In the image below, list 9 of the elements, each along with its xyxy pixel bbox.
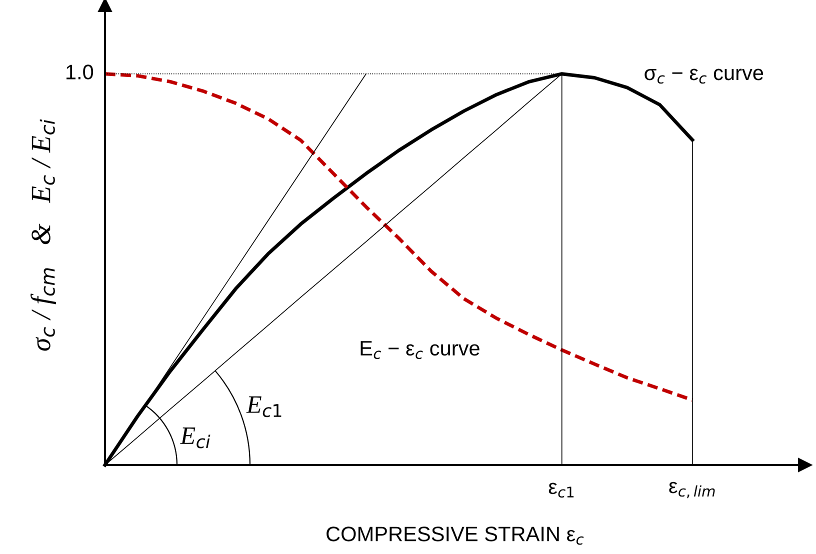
series-label: E$_{c}$ − ε$_{c}$ curve xyxy=(360,341,480,360)
series-label: σ$_{c}$ − ε$_{c}$ curve xyxy=(644,68,764,84)
annotation: E$_{c1}$ xyxy=(246,396,282,418)
x-tick-label: ε$_{c,lim}$ xyxy=(669,482,715,498)
annotation: E$_{ci}$ xyxy=(180,428,210,448)
x-axis-title: COMPRESSIVE STRAIN ε$_{c}$ xyxy=(326,526,584,545)
text: σ$_{c}$ / f$_{cm}$ & E$_{c}$ / E$_{ci}$ xyxy=(30,119,56,351)
x-tick-label: ε$_{c1}$ xyxy=(548,482,574,498)
annotation: 1.0 xyxy=(66,64,94,80)
